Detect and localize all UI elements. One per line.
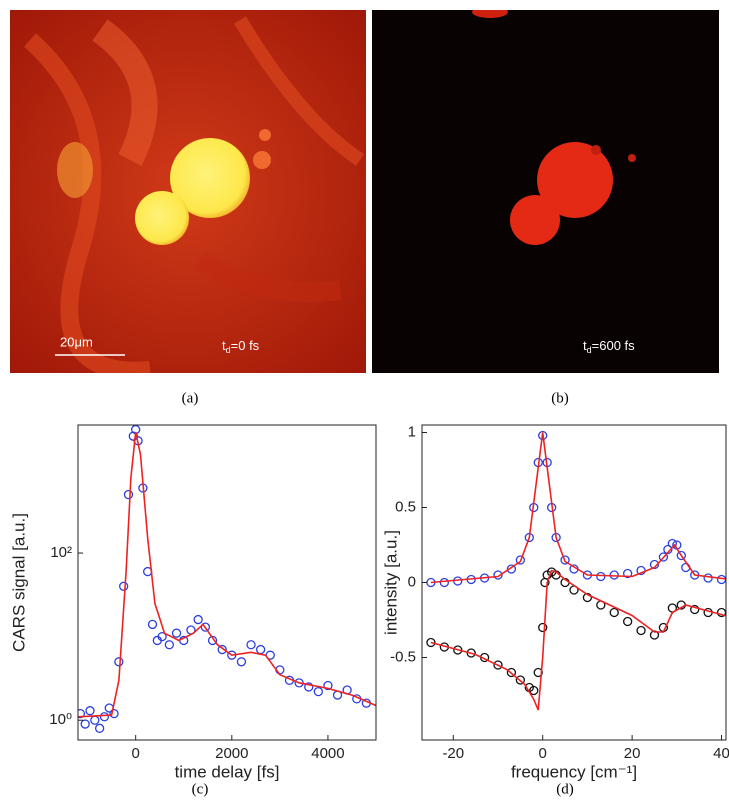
data-point: [80, 719, 90, 729]
data-point: [426, 637, 436, 648]
axes-frame: [421, 424, 727, 741]
plot-area: [426, 430, 726, 711]
data-point: [85, 706, 95, 716]
time-label: td=600 fs: [583, 338, 635, 355]
data-point: [493, 660, 503, 670]
y-tick-label: 1: [408, 423, 416, 440]
data-point: [109, 708, 119, 719]
data-point: [676, 550, 686, 561]
x-tick-label: 20: [624, 745, 641, 762]
data-point: [94, 723, 105, 733]
data-point: [207, 635, 218, 646]
data-point: [658, 552, 669, 562]
data-point: [439, 577, 450, 588]
data-point: [99, 712, 110, 722]
fit-line: [430, 569, 726, 711]
caption: (a): [182, 390, 199, 406]
data-point: [703, 573, 713, 583]
y-axis-label: CARS signal [a.u.]: [9, 513, 28, 652]
data-point: [609, 570, 619, 580]
fit-line: [78, 431, 376, 718]
data-point: [622, 568, 633, 579]
data-point: [506, 667, 517, 678]
fit-line: [430, 432, 726, 584]
data-point: [622, 616, 633, 627]
x-tick-label: 40: [713, 745, 729, 762]
data-point: [171, 628, 182, 638]
image-b: td=600 fs: [372, 10, 719, 373]
data-point: [323, 680, 333, 691]
data-point: [560, 555, 570, 565]
data-point: [649, 559, 660, 570]
x-axis-label: frequency [cm⁻¹]: [511, 762, 637, 781]
y-axis-label: intensity [a.u.]: [381, 530, 400, 635]
image-a: 20μm td=0 fs: [10, 10, 366, 373]
data-point: [90, 715, 100, 725]
data-point: [217, 644, 227, 655]
data-point: [596, 571, 606, 582]
data-point: [582, 592, 593, 603]
data-point: [690, 604, 700, 615]
axes-frame: [77, 424, 377, 741]
data-point: [123, 489, 134, 500]
data-point: [609, 607, 619, 618]
data-point: [515, 675, 526, 685]
caption: (b): [551, 390, 569, 406]
data-point: [157, 631, 167, 642]
data-point: [304, 682, 314, 692]
x-tick-label: 0: [132, 745, 140, 762]
data-point: [506, 564, 517, 574]
time-label: td=0 fs: [222, 338, 260, 355]
x-tick-label: 4000: [311, 745, 344, 762]
data-point: [538, 430, 548, 441]
caption: (c): [192, 781, 209, 797]
data-point: [313, 686, 323, 697]
data-point: [200, 622, 211, 632]
data-point: [193, 614, 203, 625]
data-point: [636, 625, 646, 636]
data-point: [164, 640, 174, 650]
data-point: [147, 619, 158, 630]
data-point: [114, 657, 124, 667]
plot-area: [78, 425, 376, 733]
x-tick-label: -20: [442, 745, 464, 762]
data-point: [119, 581, 129, 591]
data-point: [533, 667, 543, 678]
data-point: [515, 555, 526, 565]
data-point: [255, 644, 266, 655]
data-point: [529, 685, 539, 696]
x-tick-label: 0: [539, 745, 547, 762]
data-point: [78, 708, 86, 719]
caption: (d): [556, 781, 574, 797]
data-point: [538, 622, 548, 633]
y-tick-label: 10⁰: [49, 711, 72, 728]
y-tick-label: 0: [408, 573, 416, 590]
data-point: [236, 657, 247, 667]
data-point: [493, 570, 503, 580]
y-tick-label: -0.5: [390, 648, 416, 665]
y-tick-label: 10²: [50, 544, 72, 561]
scale-bar-label: 20μm: [60, 334, 93, 349]
x-tick-label: 2000: [215, 745, 248, 762]
y-tick-label: 0.5: [395, 498, 416, 515]
data-point: [246, 640, 256, 650]
x-axis-label: time delay [fs]: [175, 762, 280, 781]
